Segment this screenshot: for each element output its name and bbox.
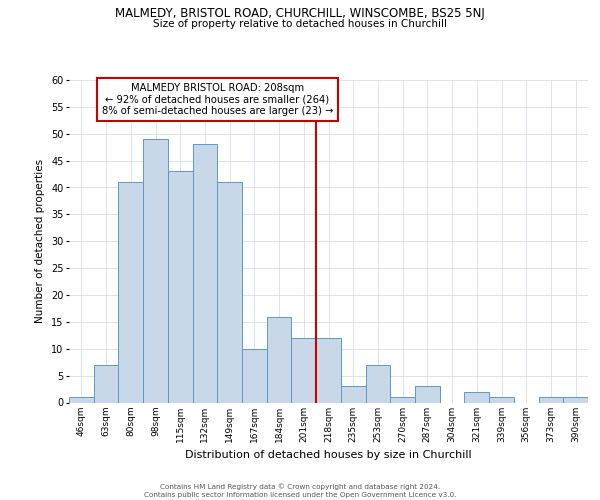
Bar	[292, 338, 316, 402]
Bar	[341, 386, 365, 402]
Bar	[464, 392, 489, 402]
Bar	[415, 386, 440, 402]
Bar	[365, 365, 390, 403]
Text: MALMEDY, BRISTOL ROAD, CHURCHILL, WINSCOMBE, BS25 5NJ: MALMEDY, BRISTOL ROAD, CHURCHILL, WINSCO…	[115, 8, 485, 20]
Bar	[539, 397, 563, 402]
Bar	[143, 139, 168, 402]
Bar	[168, 172, 193, 402]
Bar	[390, 397, 415, 402]
Text: Size of property relative to detached houses in Churchill: Size of property relative to detached ho…	[153, 19, 447, 29]
Text: MALMEDY BRISTOL ROAD: 208sqm
← 92% of detached houses are smaller (264)
8% of se: MALMEDY BRISTOL ROAD: 208sqm ← 92% of de…	[101, 82, 333, 116]
Bar	[489, 397, 514, 402]
Bar	[94, 365, 118, 403]
Bar	[69, 397, 94, 402]
Bar	[563, 397, 588, 402]
Y-axis label: Number of detached properties: Number of detached properties	[35, 159, 46, 324]
Bar	[242, 349, 267, 403]
X-axis label: Distribution of detached houses by size in Churchill: Distribution of detached houses by size …	[185, 450, 472, 460]
Bar	[118, 182, 143, 402]
Bar	[267, 316, 292, 402]
Bar	[217, 182, 242, 402]
Bar	[193, 144, 217, 402]
Bar	[316, 338, 341, 402]
Text: Contains HM Land Registry data © Crown copyright and database right 2024.
Contai: Contains HM Land Registry data © Crown c…	[144, 484, 456, 498]
